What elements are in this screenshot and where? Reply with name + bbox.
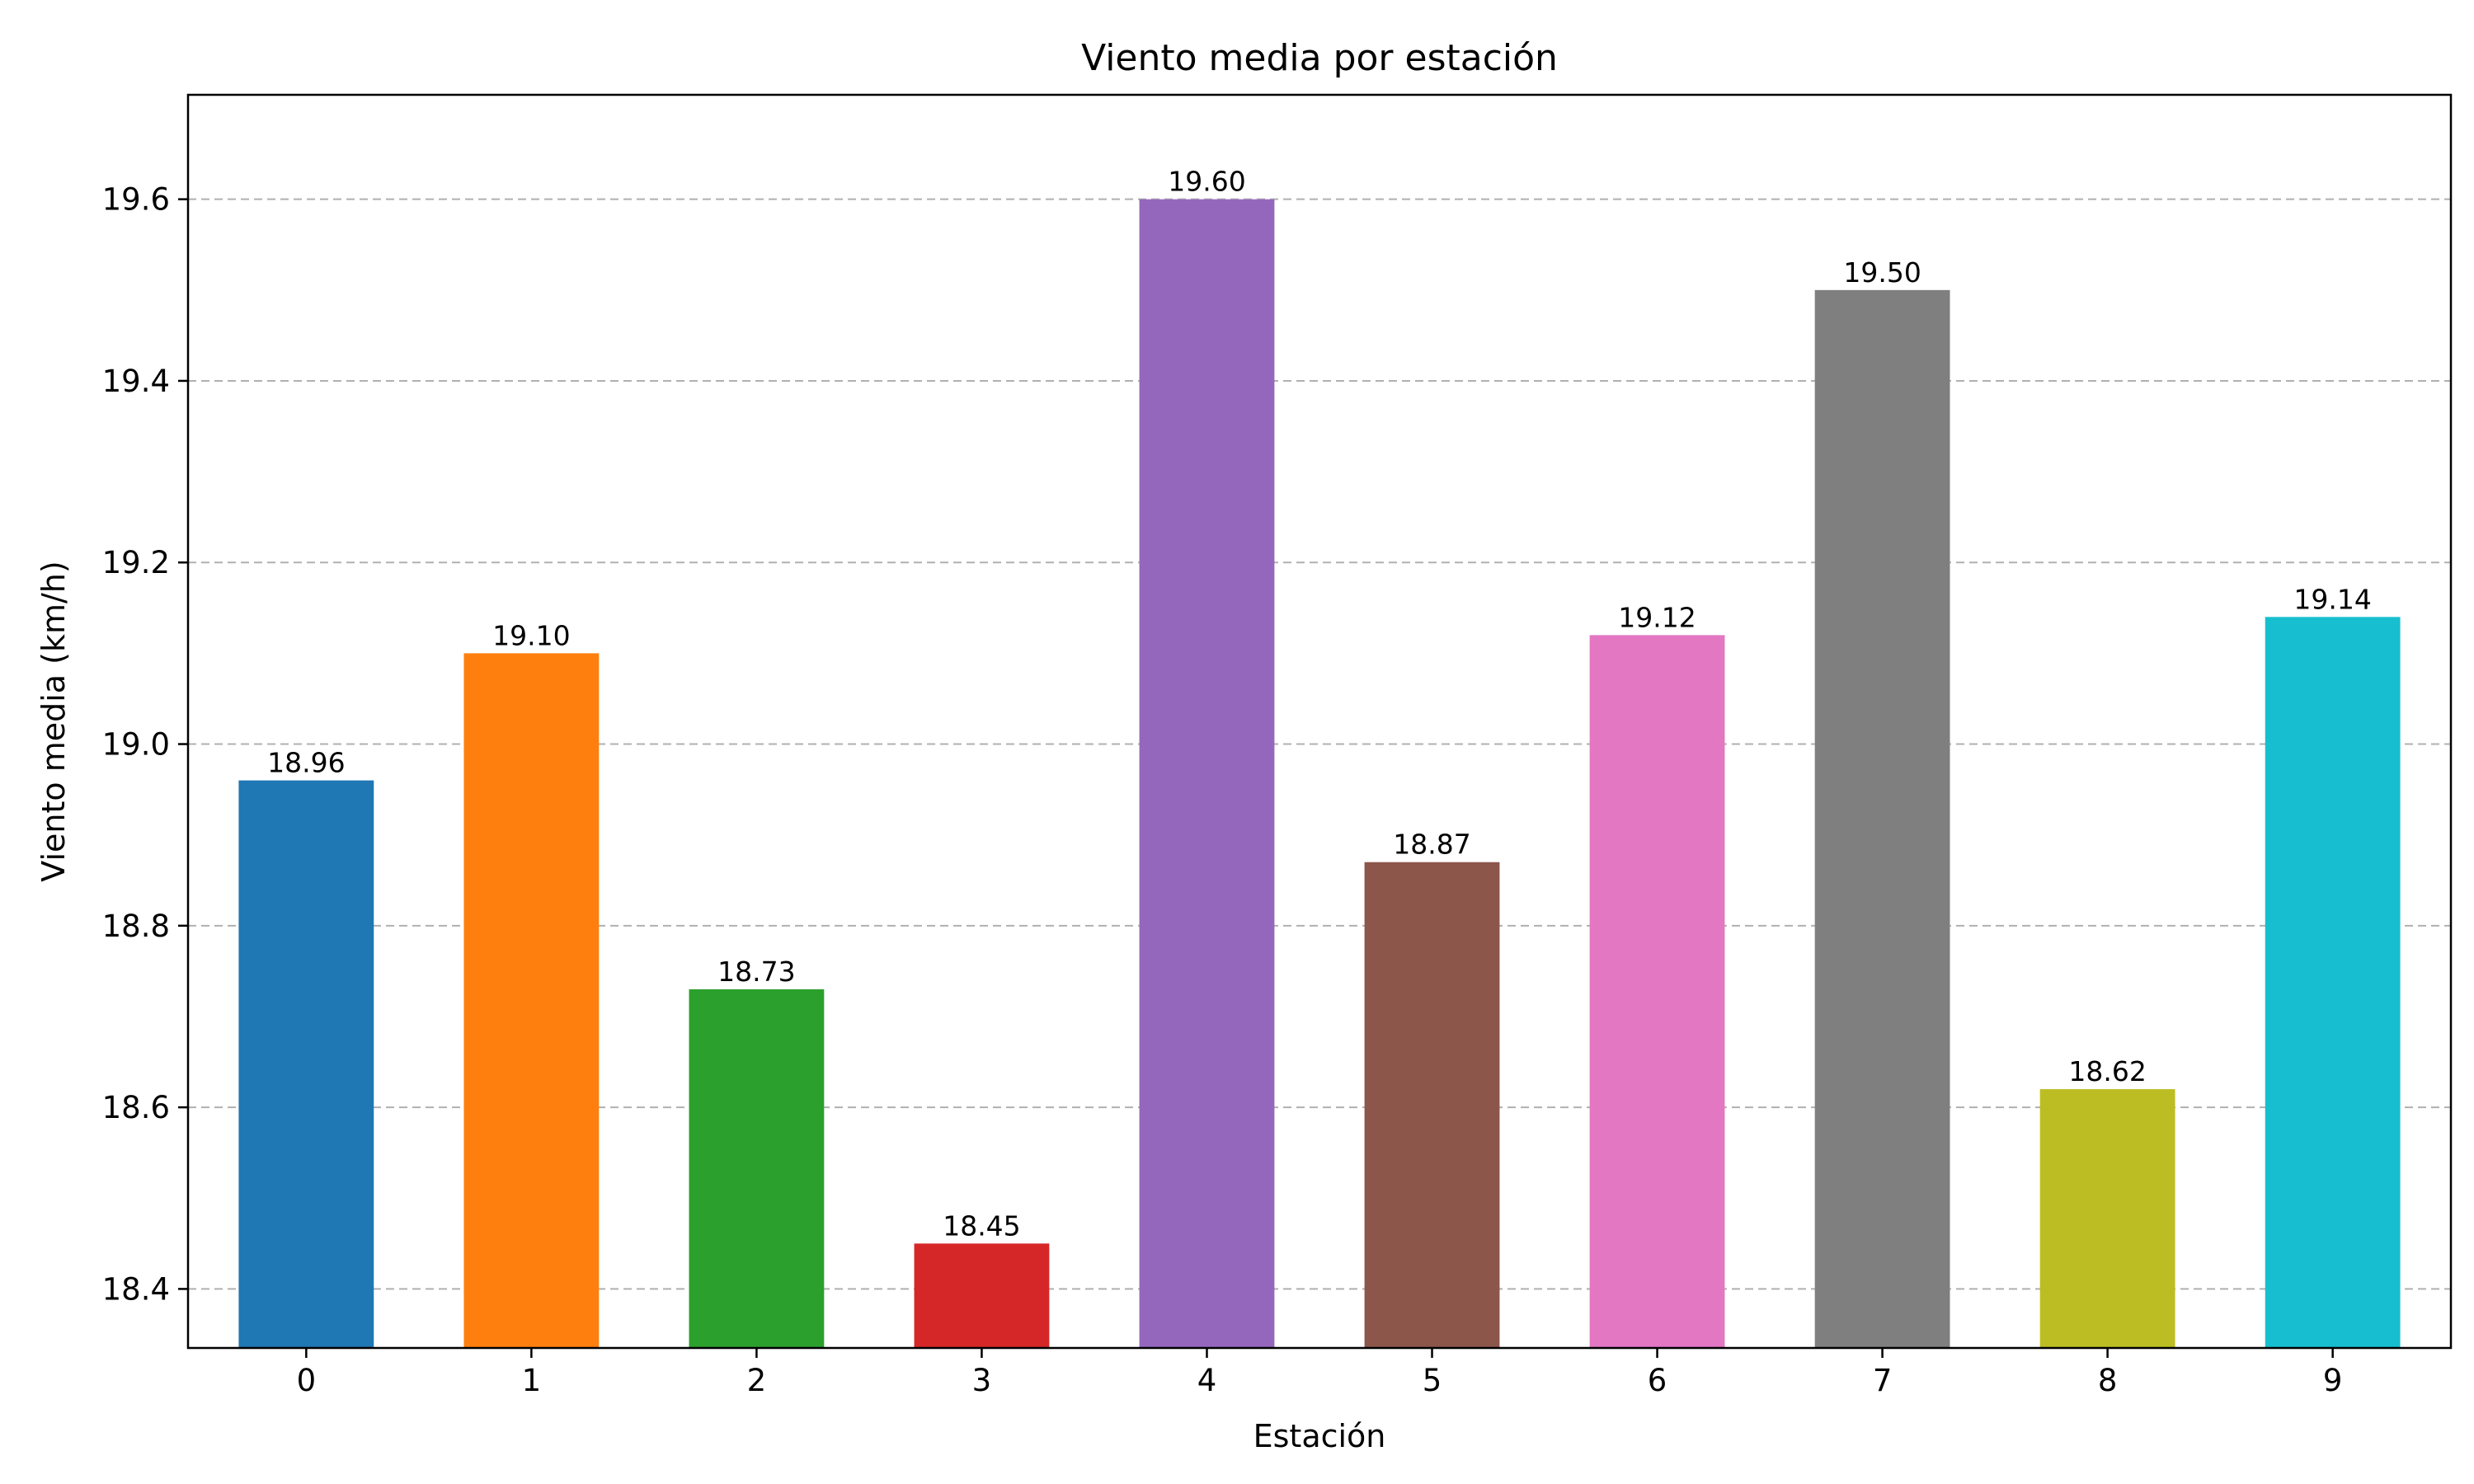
x-axis: 0 1 2 3 4 5 6 7 8 9 <box>297 1348 2343 1398</box>
data-label: 18.73 <box>717 956 795 988</box>
y-tick-label: 19.6 <box>102 182 170 218</box>
y-tick-label: 18.8 <box>102 909 170 944</box>
y-axis: 18.4 18.6 18.8 19.0 19.2 19.4 19.6 <box>102 182 188 1307</box>
x-tick-label: 1 <box>522 1363 542 1398</box>
bar-6 <box>1589 635 1725 1348</box>
x-tick-label: 8 <box>2098 1363 2118 1398</box>
bar-1 <box>463 653 600 1348</box>
y-tick-label: 19.2 <box>102 545 170 580</box>
bar-4 <box>1139 199 1275 1349</box>
data-label: 18.96 <box>267 747 345 779</box>
data-labels: 18.96 19.10 18.73 18.45 19.60 18.87 19.12 19.50… <box>267 166 2372 1242</box>
x-tick-label: 9 <box>2323 1363 2343 1398</box>
y-axis-label: Viento media (km/h) <box>35 561 72 881</box>
x-axis-label: Estación <box>1253 1418 1386 1454</box>
bar-5 <box>1364 862 1500 1348</box>
x-tick-label: 2 <box>747 1363 767 1398</box>
y-tick-label: 18.6 <box>102 1090 170 1125</box>
x-tick-label: 4 <box>1197 1363 1217 1398</box>
x-tick-label: 0 <box>297 1363 317 1398</box>
x-tick-label: 7 <box>1873 1363 1893 1398</box>
y-tick-label: 19.4 <box>102 364 170 399</box>
bar-2 <box>689 989 825 1348</box>
bar-8 <box>2039 1089 2175 1348</box>
plot-frame <box>186 93 2453 1350</box>
y-tick-label: 18.4 <box>102 1271 170 1307</box>
bar-0 <box>238 780 374 1348</box>
data-label: 19.14 <box>2293 583 2371 615</box>
chart-title: Viento media por estación <box>1081 37 1558 79</box>
bar-7 <box>1814 289 1950 1349</box>
data-label: 19.10 <box>492 619 570 651</box>
data-label: 18.87 <box>1393 829 1470 861</box>
x-tick-label: 5 <box>1423 1363 1442 1398</box>
data-label: 18.45 <box>943 1209 1020 1242</box>
data-label: 19.60 <box>1168 166 1245 198</box>
y-tick-label: 19.0 <box>102 727 170 763</box>
bars <box>238 199 2401 1349</box>
x-tick-label: 3 <box>972 1363 992 1398</box>
bar-3 <box>914 1243 1050 1348</box>
data-label: 18.62 <box>2068 1055 2146 1087</box>
data-label: 19.12 <box>1618 601 1696 633</box>
x-tick-label: 6 <box>1648 1363 1667 1398</box>
data-label: 19.50 <box>1843 256 1921 289</box>
bar-9 <box>2265 617 2401 1348</box>
